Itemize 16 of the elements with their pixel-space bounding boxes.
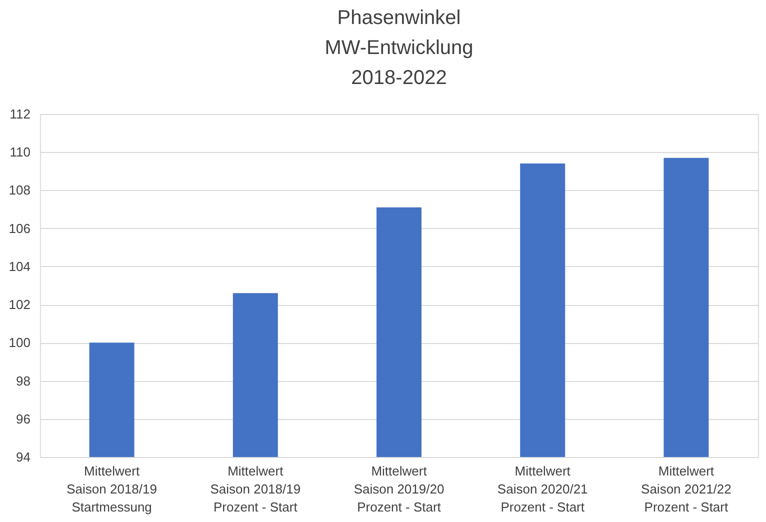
y-tick-label: 108 <box>8 182 30 198</box>
x-tick-label: Mittelwert Saison 2018/19 Startmessung <box>66 464 157 514</box>
y-tick-label: 106 <box>8 220 30 236</box>
chart-title: Phasenwinkel MW-Entwicklung 2018-2022 <box>324 7 474 89</box>
y-tick-label: 102 <box>8 297 30 312</box>
y-tick-label: 100 <box>8 335 30 350</box>
x-tick-label: Mittelwert Saison 2020/21 Prozent - Start <box>497 464 588 514</box>
y-tick-label: 98 <box>16 373 30 388</box>
y-tick-label: 96 <box>16 411 30 426</box>
y-tick-label: 110 <box>10 144 30 160</box>
x-tick-label: Mittelwert Saison 2018/19 Prozent - Start <box>210 464 301 514</box>
y-tick-label: 112 <box>10 106 30 122</box>
x-tick-label: Mittelwert Saison 2021/22 Prozent - Start <box>641 464 732 514</box>
y-tick-label: 94 <box>16 450 30 464</box>
y-tick-label: 104 <box>8 258 30 274</box>
x-tick-label: Mittelwert Saison 2019/20 Prozent - Start <box>354 464 444 514</box>
